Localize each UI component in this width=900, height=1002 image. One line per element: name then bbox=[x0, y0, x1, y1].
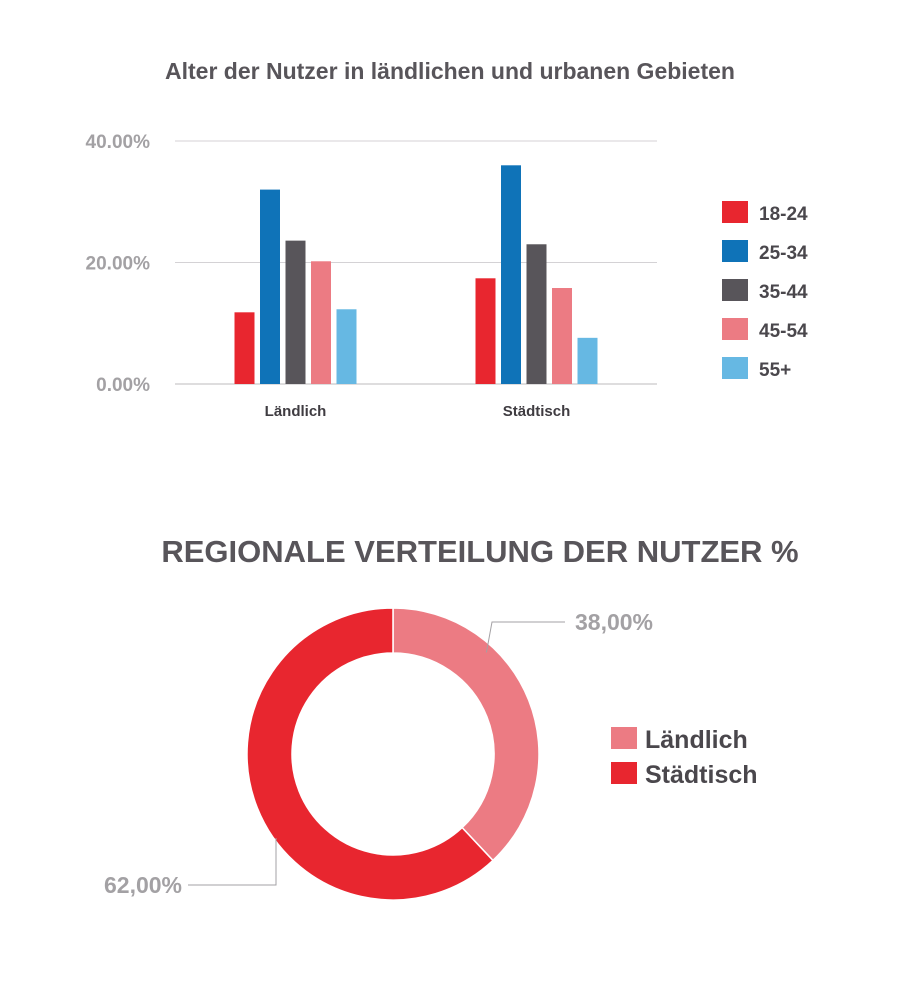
donut-leader-lines bbox=[188, 621, 565, 886]
bar-legend: 18-24 25-34 35-44 45-54 55+ bbox=[722, 201, 808, 381]
donut-slices bbox=[246, 607, 540, 901]
bar-bars bbox=[234, 165, 598, 384]
bar-legend-swatch bbox=[722, 279, 748, 301]
donut-leader-line bbox=[188, 838, 277, 886]
bar-y-tick-label: 40.00% bbox=[86, 132, 151, 153]
bar-legend-label: 25-34 bbox=[759, 243, 808, 264]
donut-slice-Städtisch bbox=[246, 607, 495, 901]
bar-55+-Ländlich bbox=[336, 309, 357, 384]
donut-slice-label: 38,00% bbox=[575, 609, 653, 635]
bar-18-24-Städtisch bbox=[475, 278, 496, 384]
bar-chart-title: Alter der Nutzer in ländlichen und urban… bbox=[165, 58, 735, 84]
bar-legend-swatch bbox=[722, 318, 748, 340]
bar-x-tick-label: Ländlich bbox=[265, 403, 327, 420]
bar-25-34-Städtisch bbox=[501, 165, 521, 384]
bar-legend-label: 45-54 bbox=[759, 321, 808, 342]
bar-x-ticks: Ländlich Städtisch bbox=[265, 403, 571, 420]
bar-y-ticks: 0.00% 20.00% 40.00% bbox=[86, 132, 151, 396]
donut-slice-labels: 38,00% 62,00% bbox=[104, 609, 653, 898]
bar-35-44-Städtisch bbox=[526, 244, 547, 384]
donut-legend-swatch bbox=[611, 762, 637, 784]
bar-45-54-Städtisch bbox=[552, 288, 572, 384]
region-donut-chart: REGIONALE VERTEILUNG DER NUTZER % 38,00%… bbox=[104, 534, 799, 901]
donut-legend-label: Ländlich bbox=[645, 726, 748, 754]
bar-grid bbox=[175, 140, 657, 385]
donut-slice-label: 62,00% bbox=[104, 872, 182, 898]
bar-y-tick-label: 0.00% bbox=[96, 375, 150, 396]
bar-x-tick-label: Städtisch bbox=[503, 403, 571, 420]
bar-25-34-Ländlich bbox=[260, 189, 280, 384]
donut-legend-swatch bbox=[611, 727, 637, 749]
bar-55+-Städtisch bbox=[577, 337, 598, 384]
bar-18-24-Ländlich bbox=[234, 312, 255, 384]
bar-45-54-Ländlich bbox=[311, 261, 331, 384]
bar-legend-label: 18-24 bbox=[759, 204, 808, 225]
donut-slice-Ländlich bbox=[392, 607, 540, 862]
donut-legend-label: Städtisch bbox=[645, 761, 758, 789]
bar-legend-swatch bbox=[722, 357, 748, 379]
bar-legend-label: 35-44 bbox=[759, 282, 808, 303]
bar-legend-label: 55+ bbox=[759, 360, 791, 381]
donut-chart-title: REGIONALE VERTEILUNG DER NUTZER % bbox=[161, 534, 798, 569]
bar-35-44-Ländlich bbox=[285, 240, 306, 384]
bar-y-tick-label: 20.00% bbox=[86, 254, 151, 275]
donut-legend: Ländlich Städtisch bbox=[611, 726, 758, 789]
donut-leader-line bbox=[485, 621, 565, 653]
bar-legend-swatch bbox=[722, 201, 748, 223]
age-bar-chart: Alter der Nutzer in ländlichen und urban… bbox=[86, 58, 808, 420]
bar-legend-swatch bbox=[722, 240, 748, 262]
